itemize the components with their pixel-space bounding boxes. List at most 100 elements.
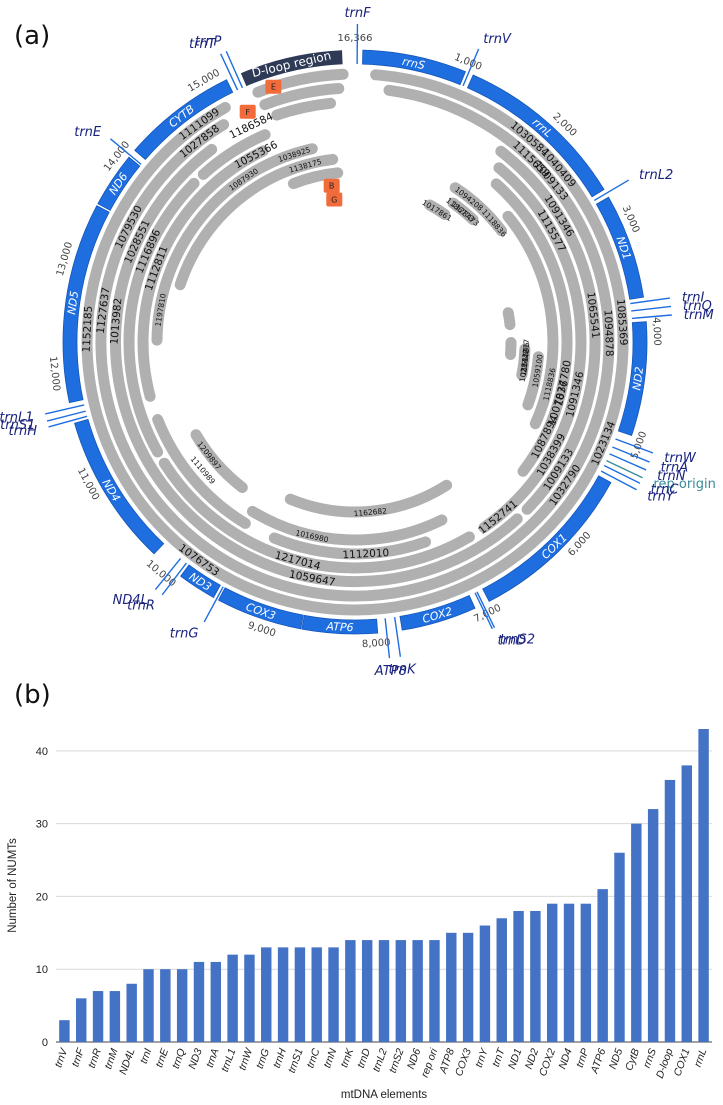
panel-b-label: (b) [14,680,51,710]
bar-trnf [76,998,87,1042]
numt-arc [490,178,573,477]
callout-label-trns2: trnS2 [500,633,535,648]
gene-arc-cox1 [482,475,612,602]
x-tick-label: trnD [355,1047,373,1070]
x-tick-label: CytB [623,1047,642,1072]
bar-nd4 [563,903,575,1042]
dloop-arc [240,50,343,87]
bar-trnw [244,954,255,1042]
callout-label-trnh: trnH [9,424,38,439]
callout-line [593,179,630,202]
callout-label-trnm: trnM [684,308,714,323]
callout-label-trnt: trnT [189,37,217,52]
coordinate-label: 9,000 [246,620,277,639]
y-axis-title: Number of NUMTs [7,838,19,933]
x-tick-label: trnC [304,1047,322,1070]
y-tick-label: 10 [36,964,48,976]
callout-line [603,464,641,484]
callout-label-trny: trnY [647,489,675,504]
bar-trnh [277,947,289,1042]
callout-line [609,453,647,471]
x-tick-label: trnY [473,1046,491,1069]
marker-box-e [265,79,282,94]
bar-atp6 [597,889,608,1042]
callout-line [46,410,86,422]
callout-label-trna: trnA [661,461,689,476]
callout-line [109,138,142,165]
numt-arc [447,197,479,226]
numt-arc [158,457,475,574]
bar-cox1 [681,765,692,1042]
bar-cytb [631,823,642,1042]
callout-line [48,415,88,428]
numt-id-label: 1065541 [584,291,601,339]
x-tick-label: rrnL [692,1047,710,1069]
x-tick-label: trnW [236,1046,255,1072]
callout-label-trng: trnG [170,627,199,642]
marker-letter-b: B [329,182,335,191]
x-tick-label: trnL1 [219,1047,238,1074]
gene-label-atp6: ATP6 [325,620,354,634]
callout-label-trnc: trnC [651,483,680,498]
x-tick-label: trnV [52,1046,70,1069]
marker-letter-f: F [245,108,250,117]
bar-trnq [176,969,188,1042]
numt-arc [502,210,559,430]
callout-line [476,591,496,629]
callout-label-trnv: trnV [483,32,512,47]
bar-nd4l [126,983,137,1042]
gene-arc-nd4 [74,418,165,555]
bar-trni [143,969,154,1042]
callout-line [630,297,671,305]
bar-trnd [361,940,373,1042]
callout-line [615,438,654,454]
gene-label-cox2: COX2 [421,605,454,626]
numt-arc [174,153,339,291]
y-tick-label: 30 [36,819,48,831]
coordinate-label: 12,000 [47,356,62,392]
bar-trng [261,947,272,1042]
numt-arc [95,84,615,602]
bar-rrns [647,809,659,1042]
bar-trne [160,969,171,1042]
numt-arc [137,145,269,402]
x-tick-label: trnI [138,1047,154,1065]
x-tick-label: trnR [86,1047,104,1070]
numt-arc [495,145,601,515]
panel-a-label: (a) [14,21,50,51]
x-tick-label: trnF [69,1046,87,1068]
numt-id-label: 1013982 [108,297,124,345]
bar-trnn [328,947,339,1042]
gene-arc-rrns [362,49,466,86]
bar-trnc [311,947,322,1042]
x-tick-label: trnH [271,1047,289,1070]
numt-id-label: 1197810 [153,292,167,327]
marker-box-b [323,178,340,193]
bar-nd6 [412,940,423,1042]
callout-label-trnp: trnP [195,34,222,49]
bar-nd3 [193,961,205,1042]
numt-arc [271,97,336,121]
callout-line [161,562,187,596]
bar-trnm [109,991,121,1042]
y-tick-label: 0 [42,1037,48,1049]
callout-label-trni: trnI [682,290,705,305]
callout-line [462,48,480,87]
bar-cox3 [462,932,474,1042]
callout-label-nd4l: ND4L [113,593,148,608]
circular-numt-map: rrnSrrnLND1ND2COX1COX2ATP6COX3ND3ND4ND5N… [0,6,716,679]
marker-letter-g: G [331,195,337,204]
numt-arc [522,351,544,411]
callout-label-atp8: ATP8 [374,664,407,679]
gene-label-nd5: ND5 [65,290,81,315]
numt-id-label: 1151596 [519,342,531,376]
x-tick-label: rrnS [641,1047,659,1070]
gene-arc-nd2 [617,321,648,436]
callout-line [45,404,85,415]
bar-trnl2 [378,940,390,1042]
x-tick-label: trnN [321,1047,339,1070]
numt-id-label: 1118836 [480,208,509,239]
numt-arc [197,129,271,180]
bar-trnk [345,940,356,1042]
